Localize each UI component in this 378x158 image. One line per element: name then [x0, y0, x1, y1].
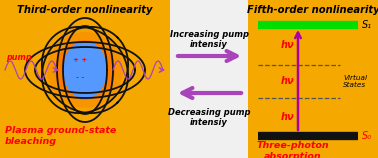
- Text: Fifth-order nonlinearity: Fifth-order nonlinearity: [247, 5, 378, 15]
- Text: + +: + +: [73, 57, 87, 63]
- Text: hν: hν: [280, 112, 294, 122]
- Text: S₁: S₁: [362, 20, 372, 30]
- Bar: [248, 0, 378, 158]
- Bar: [0, 0, 170, 158]
- Circle shape: [39, 24, 131, 116]
- Text: Plasma ground-state
bleaching: Plasma ground-state bleaching: [5, 126, 116, 146]
- Text: Decreasing pump
intensiy: Decreasing pump intensiy: [168, 108, 250, 127]
- Circle shape: [63, 48, 107, 92]
- Text: S₀: S₀: [362, 131, 372, 141]
- Text: pump: pump: [6, 54, 32, 63]
- Text: Third-order nonlinearity: Third-order nonlinearity: [17, 5, 153, 15]
- Circle shape: [55, 40, 115, 100]
- Text: Three-photon
absorption: Three-photon absorption: [257, 141, 329, 158]
- Text: hν: hν: [280, 40, 294, 50]
- Text: hν: hν: [280, 76, 294, 86]
- Text: Virtual
States: Virtual States: [343, 75, 367, 88]
- Circle shape: [47, 32, 123, 108]
- Ellipse shape: [63, 41, 107, 99]
- Text: Increasing pump
intensiy: Increasing pump intensiy: [169, 30, 248, 49]
- Text: - -: - -: [76, 75, 84, 81]
